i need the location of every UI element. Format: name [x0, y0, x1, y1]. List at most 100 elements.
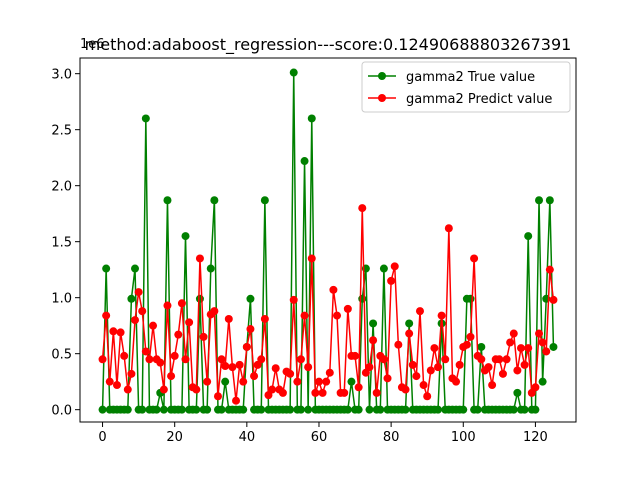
point — [105, 377, 114, 386]
axes-frame — [79, 57, 577, 423]
point — [170, 351, 179, 360]
point — [513, 366, 522, 375]
point — [477, 342, 486, 351]
point — [401, 385, 410, 394]
point — [304, 363, 313, 372]
point — [232, 396, 241, 405]
point — [192, 385, 201, 394]
point — [524, 232, 533, 241]
x-tick-label: 20 — [166, 430, 183, 445]
point — [203, 405, 212, 414]
point — [242, 342, 251, 351]
point — [289, 68, 298, 77]
point — [206, 264, 215, 273]
point — [520, 360, 529, 369]
point — [127, 294, 136, 303]
point — [217, 355, 226, 364]
point — [387, 276, 396, 285]
point — [343, 304, 352, 313]
point — [278, 388, 287, 397]
point — [347, 377, 356, 386]
point — [293, 377, 302, 386]
x-tick-label: 120 — [523, 430, 548, 445]
point — [268, 385, 277, 394]
point — [159, 385, 168, 394]
point — [444, 224, 453, 233]
point — [260, 314, 269, 323]
point — [177, 405, 186, 414]
x-tick-label: 100 — [451, 430, 476, 445]
point — [289, 295, 298, 304]
y-tick-label: 1.5 — [51, 236, 72, 251]
point — [217, 405, 226, 414]
point — [379, 264, 388, 273]
point — [181, 355, 190, 364]
point — [239, 377, 248, 386]
y-tick-label: 1.0 — [51, 292, 72, 307]
point — [502, 355, 511, 364]
point — [524, 344, 533, 353]
point — [430, 344, 439, 353]
point — [365, 363, 374, 372]
point — [163, 196, 172, 205]
point — [152, 405, 161, 414]
point — [98, 355, 107, 364]
point — [405, 329, 414, 338]
y-tick-label: 2.0 — [51, 180, 72, 195]
point — [441, 355, 450, 364]
x-tick-label: 40 — [239, 430, 256, 445]
point — [98, 405, 107, 414]
point — [509, 405, 518, 414]
point — [415, 307, 424, 316]
point — [437, 311, 446, 320]
point — [174, 330, 183, 339]
point — [473, 405, 482, 414]
legend-marker — [378, 94, 386, 102]
point — [138, 307, 147, 316]
point — [506, 338, 515, 347]
x-tick-label: 0 — [98, 430, 106, 445]
point — [434, 363, 443, 372]
legend-label: gamma2 Predict value — [406, 92, 552, 107]
point — [509, 329, 518, 338]
legend-marker — [378, 72, 386, 80]
point — [314, 377, 323, 386]
point — [138, 405, 147, 414]
point — [311, 388, 320, 397]
legend-box — [361, 61, 571, 113]
point — [538, 338, 547, 347]
legend-label: gamma2 True value — [406, 70, 535, 85]
point — [300, 157, 309, 166]
point — [531, 405, 540, 414]
point — [304, 405, 313, 414]
y-tick-label: 2.5 — [51, 124, 72, 139]
y-tick-label: 3.0 — [51, 68, 72, 83]
point — [329, 285, 338, 294]
point — [394, 340, 403, 349]
point — [365, 405, 374, 414]
point — [300, 311, 309, 320]
point — [185, 318, 194, 327]
point — [333, 311, 342, 320]
point — [131, 264, 140, 273]
point — [466, 332, 475, 341]
point — [466, 294, 475, 303]
point — [325, 368, 334, 377]
point — [163, 301, 172, 310]
point — [131, 316, 140, 325]
x-tick-label: 60 — [311, 430, 328, 445]
point — [156, 358, 165, 367]
point — [462, 340, 471, 349]
point — [271, 364, 280, 373]
point — [210, 196, 219, 205]
point — [228, 363, 237, 372]
point — [408, 360, 417, 369]
point — [343, 405, 352, 414]
point — [296, 355, 305, 364]
point — [535, 196, 544, 205]
point — [455, 360, 464, 369]
x-tick-label: 80 — [383, 430, 400, 445]
point — [470, 254, 479, 263]
point — [376, 405, 385, 414]
point — [520, 405, 529, 414]
